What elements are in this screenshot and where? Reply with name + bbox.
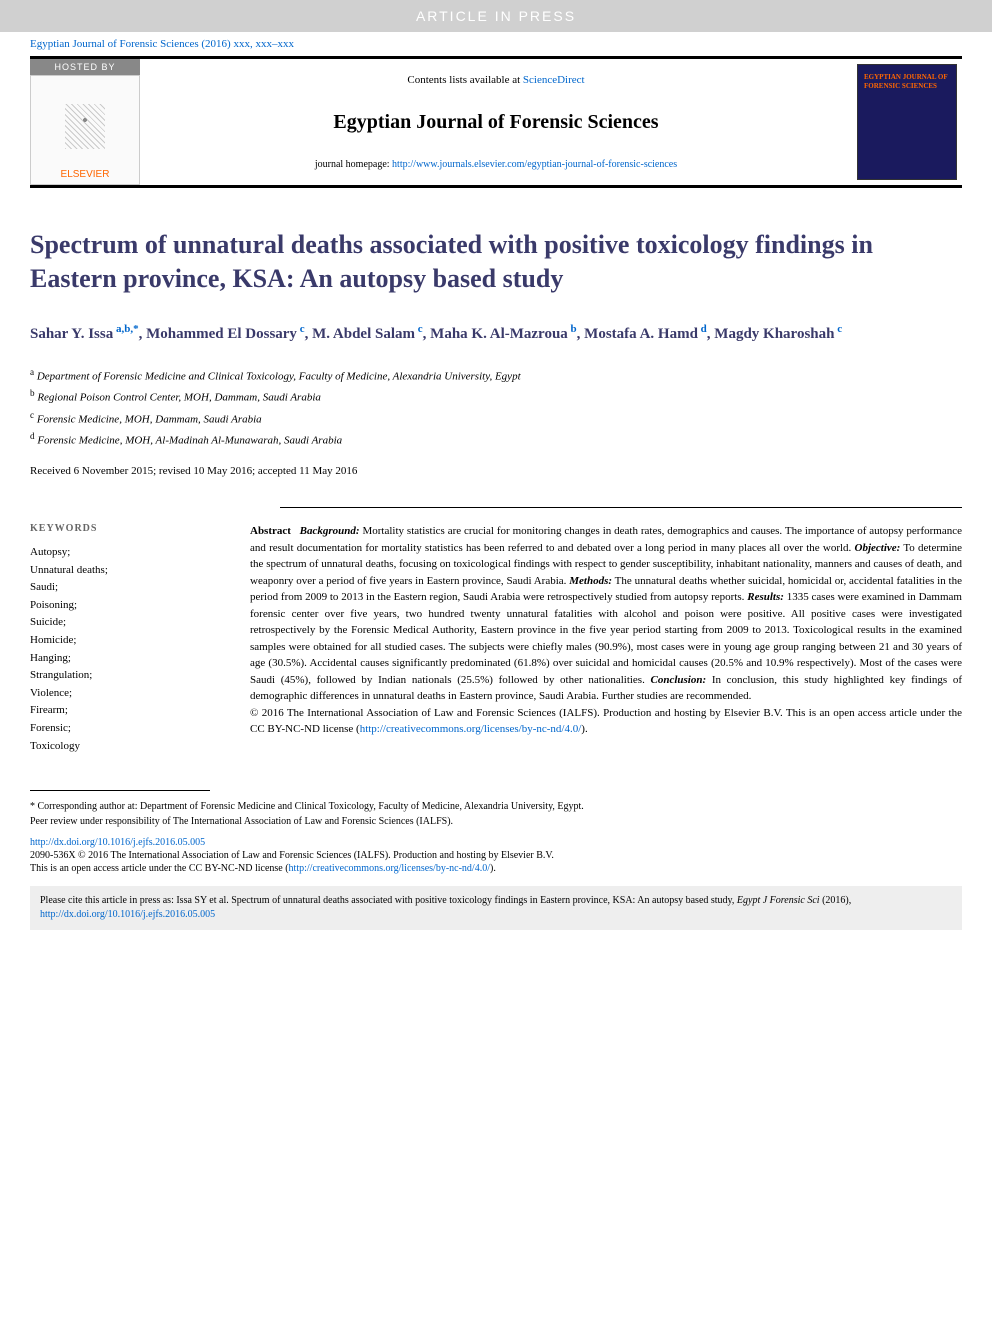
license-link[interactable]: http://creativecommons.org/licenses/by-n… <box>360 723 582 735</box>
bottom-copyright-2: This is an open access article under the… <box>0 863 992 876</box>
journal-name: Egyptian Journal of Forensic Sciences <box>150 111 842 134</box>
contents-line: Contents lists available at ScienceDirec… <box>150 74 842 86</box>
license-close: ). <box>581 723 587 735</box>
cite-doi[interactable]: http://dx.doi.org/10.1016/j.ejfs.2016.05… <box>40 909 215 920</box>
author-sup: d <box>698 323 707 335</box>
article-dates: Received 6 November 2015; revised 10 May… <box>0 465 992 497</box>
elsevier-tree-icon <box>55 99 115 169</box>
footnote-divider <box>30 790 210 791</box>
conclusion-label: Conclusion: <box>651 674 707 686</box>
contents-text: Contents lists available at <box>407 74 522 86</box>
bc2-post: ). <box>490 863 496 874</box>
journal-cover-title: EGYPTIAN JOURNAL OF FORENSIC SCIENCES <box>864 73 950 91</box>
author-sup: c <box>297 323 305 335</box>
keyword-item: Violence; <box>30 685 220 703</box>
keyword-item: Autopsy; <box>30 544 220 562</box>
author: Sahar Y. Issa a,b,* <box>30 326 139 342</box>
authors-list: Sahar Y. Issa a,b,*, Mohammed El Dossary… <box>0 321 992 366</box>
author: Maha K. Al-Mazroua b <box>430 326 577 342</box>
homepage-line: journal homepage: http://www.journals.el… <box>150 159 842 170</box>
abstract-label: Abstract <box>250 525 291 537</box>
author: Magdy Kharoshah c <box>714 326 842 342</box>
bc2-pre: This is an open access article under the… <box>30 863 289 874</box>
keywords-heading: KEYWORDS <box>30 523 220 534</box>
keyword-item: Hanging; <box>30 650 220 668</box>
keyword-item: Forensic; <box>30 720 220 738</box>
journal-cover-thumbnail: EGYPTIAN JOURNAL OF FORENSIC SCIENCES <box>857 64 957 180</box>
keyword-item: Firearm; <box>30 702 220 720</box>
homepage-label: journal homepage: <box>315 159 392 170</box>
author-sup: a,b,* <box>113 323 138 335</box>
header-center: Contents lists available at ScienceDirec… <box>140 59 852 185</box>
article-in-press-banner: ARTICLE IN PRESS <box>0 0 992 32</box>
keyword-item: Suicide; <box>30 614 220 632</box>
affiliation: b Regional Poison Control Center, MOH, D… <box>30 386 962 407</box>
methods-label: Methods: <box>569 575 612 587</box>
author: Mohammed El Dossary c <box>146 326 304 342</box>
corresponding-author: * Corresponding author at: Department of… <box>30 799 962 814</box>
results-label: Results: <box>747 591 784 603</box>
keywords-box: KEYWORDS Autopsy;Unnatural deaths;Saudi;… <box>30 523 250 755</box>
keyword-item: Toxicology <box>30 738 220 756</box>
cite-journal: Egypt J Forensic Sci <box>737 895 820 906</box>
peer-review-note: Peer review under responsibility of The … <box>30 814 962 829</box>
citation-header: Egyptian Journal of Forensic Sciences (2… <box>0 32 992 56</box>
cite-text: Please cite this article in press as: Is… <box>40 895 737 906</box>
journal-header: HOSTED BY ELSEVIER Contents lists availa… <box>30 56 962 188</box>
bottom-copyright-1: 2090-536X © 2016 The International Assoc… <box>0 850 992 863</box>
keyword-item: Homicide; <box>30 632 220 650</box>
elsevier-text: ELSEVIER <box>61 169 110 180</box>
author-sup: c <box>834 323 842 335</box>
affiliation: a Department of Forensic Medicine and Cl… <box>30 365 962 386</box>
cite-box: Please cite this article in press as: Is… <box>30 886 962 930</box>
author: Mostafa A. Hamd d <box>584 326 707 342</box>
keyword-item: Strangulation; <box>30 667 220 685</box>
abstract-copyright: © 2016 The International Association of … <box>250 707 962 736</box>
author: M. Abdel Salam c <box>312 326 423 342</box>
affiliations-list: a Department of Forensic Medicine and Cl… <box>0 365 992 465</box>
background-label: Background: <box>300 525 360 537</box>
author-sup: c <box>415 323 423 335</box>
affiliation: c Forensic Medicine, MOH, Dammam, Saudi … <box>30 408 962 429</box>
abstract-box: Abstract Background: Mortality statistic… <box>250 523 962 755</box>
objective-label: Objective: <box>855 542 901 554</box>
keywords-list: Autopsy;Unnatural deaths;Saudi;Poisoning… <box>30 544 220 755</box>
bc2-link[interactable]: http://creativecommons.org/licenses/by-n… <box>289 863 490 874</box>
keyword-item: Unnatural deaths; <box>30 562 220 580</box>
sciencedirect-link[interactable]: ScienceDirect <box>523 74 585 86</box>
content-row: KEYWORDS Autopsy;Unnatural deaths;Saudi;… <box>0 508 992 775</box>
author-sup: b <box>568 323 577 335</box>
hosted-by-box: HOSTED BY ELSEVIER <box>30 59 140 185</box>
elsevier-logo: ELSEVIER <box>30 75 140 185</box>
article-title: Spectrum of unnatural deaths associated … <box>0 188 992 321</box>
cite-year: (2016), <box>820 895 852 906</box>
results-text: 1335 cases were examined in Dammam foren… <box>250 591 962 686</box>
keyword-item: Saudi; <box>30 579 220 597</box>
footnotes: * Corresponding author at: Department of… <box>0 799 992 837</box>
homepage-link[interactable]: http://www.journals.elsevier.com/egyptia… <box>392 159 677 170</box>
affiliation: d Forensic Medicine, MOH, Al-Madinah Al-… <box>30 429 962 450</box>
doi-link[interactable]: http://dx.doi.org/10.1016/j.ejfs.2016.05… <box>0 837 992 850</box>
keyword-item: Poisoning; <box>30 597 220 615</box>
hosted-by-label: HOSTED BY <box>30 59 140 75</box>
